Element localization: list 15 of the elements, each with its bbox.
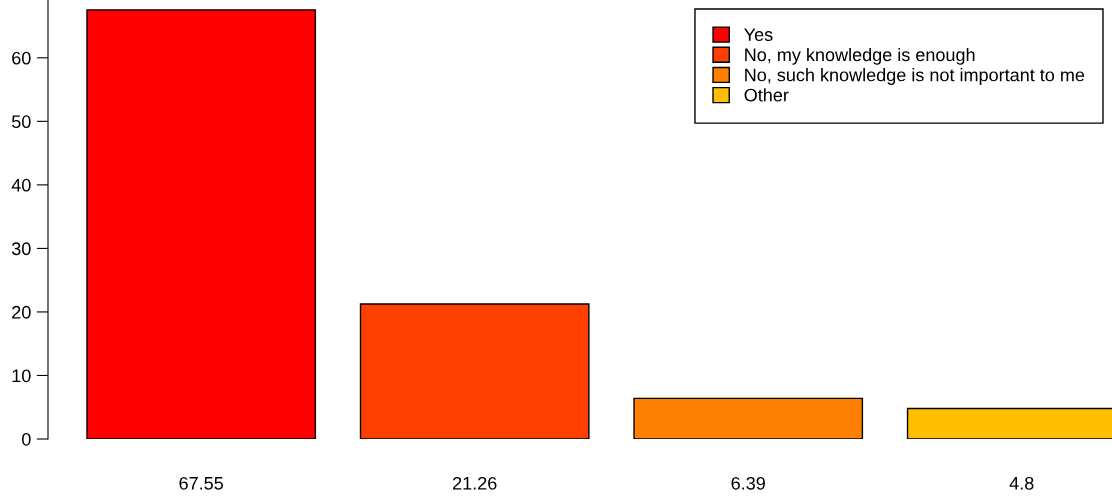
y-tick-label: 60 — [12, 51, 31, 65]
y-tick-label: 0 — [22, 432, 31, 446]
data-label: 6.39 — [731, 476, 765, 490]
y-tick-label: 30 — [11, 242, 31, 256]
y-tick-label: 50 — [11, 115, 31, 129]
data-label: 67.55 — [179, 476, 224, 490]
y-tick-label: 40 — [11, 178, 31, 192]
legend-label: Other — [744, 88, 789, 102]
legend-label: Yes — [744, 28, 773, 41]
legend-label: No, such knowledge is not important to me — [745, 68, 1085, 85]
data-label: 21.26 — [453, 476, 497, 490]
y-tick-label: 20 — [12, 305, 31, 319]
y-tick-label: 10 — [12, 369, 31, 383]
legend-label: No, my knowledge is enough — [745, 47, 975, 65]
data-label: 4.8 — [1009, 476, 1034, 490]
